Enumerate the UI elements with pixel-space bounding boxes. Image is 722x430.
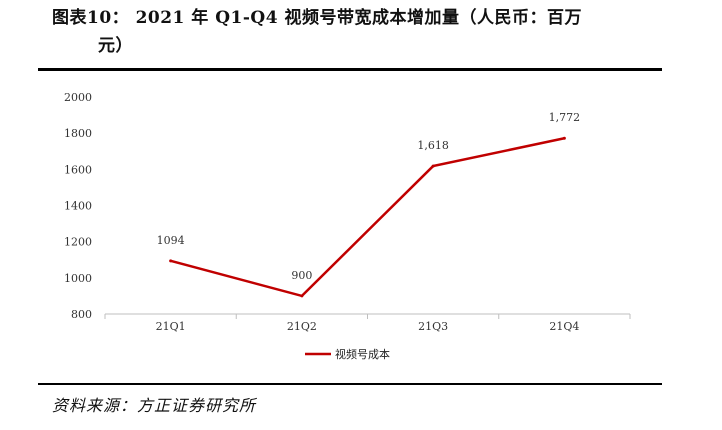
x-tick-label: 21Q4 [549,320,579,333]
figure-title-line1: 图表10： 2021 年 Q1-Q4 视频号带宽成本增加量（人民币：百万 [52,8,582,28]
data-label: 1,772 [549,111,581,124]
data-label: 900 [291,269,312,282]
figure-title-line2: 元） [98,36,133,56]
data-label: 1,618 [417,139,449,152]
data-point [431,164,435,168]
y-tick-label: 1200 [64,236,92,249]
x-tick-label: 21Q1 [156,320,186,333]
data-point [169,259,173,263]
x-tick-label: 21Q3 [418,320,448,333]
line-chart: 800 1000 1200 1400 1600 1800 2000 21Q1 21Q2 21Q3 2… [64,91,631,361]
data-label: 1094 [157,234,185,247]
source-note: 资料来源：方正证券研究所 [52,396,257,415]
y-tick-label: 1600 [64,163,92,176]
top-rule [38,68,662,71]
x-tick-label: 21Q2 [287,320,317,333]
y-tick-label: 800 [71,308,92,321]
y-tick-label: 1400 [64,200,92,213]
data-point [300,294,304,298]
bottom-rule [38,383,662,385]
y-tick-label: 2000 [64,91,92,104]
series-line [170,137,565,298]
y-tick-label: 1000 [64,272,92,285]
y-tick-label: 1800 [64,127,92,140]
legend-label: 视频号成本 [335,347,390,361]
data-point [562,136,566,140]
figure-title: 图表10： 2021 年 Q1-Q4 视频号带宽成本增加量（人民币：百万 元） [52,4,692,60]
